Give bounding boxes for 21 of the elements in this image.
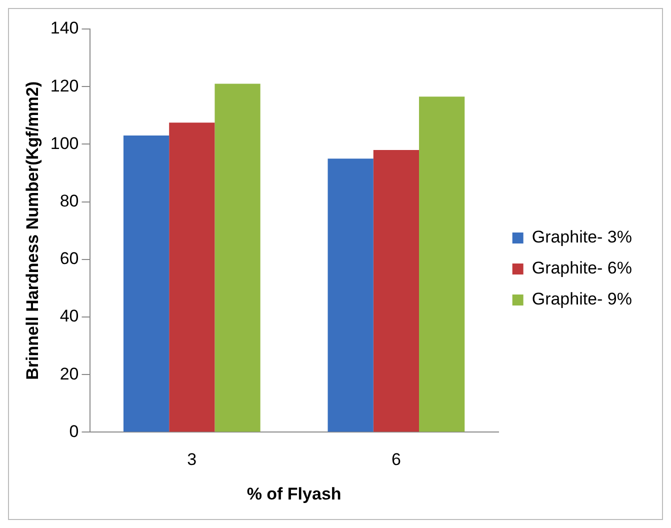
y-tick-label: 100 <box>50 134 79 153</box>
x-tick-label: 3 <box>187 450 197 470</box>
legend-label: Graphite- 9% <box>532 290 632 309</box>
bar <box>373 150 420 432</box>
y-tick-label: 0 <box>69 422 79 441</box>
y-tick-label: 20 <box>60 364 79 384</box>
y-tick-label: 140 <box>50 18 79 38</box>
bar <box>328 158 374 432</box>
y-tick-label: 60 <box>60 249 79 268</box>
bar <box>169 122 215 432</box>
y-tick-label: 120 <box>50 76 79 96</box>
legend-label: Graphite- 3% <box>532 228 632 247</box>
legend-label: Graphite- 6% <box>532 258 632 278</box>
bar <box>419 96 465 432</box>
y-tick-label: 40 <box>60 306 79 326</box>
y-axis-title: Brinnell Hardness Number(Kgf/mm2) <box>22 81 42 380</box>
bar <box>123 136 170 432</box>
x-axis-title: % of Flyash <box>246 484 342 504</box>
x-tick-label: 6 <box>391 450 401 470</box>
bar <box>214 84 260 432</box>
y-tick-label: 80 <box>60 191 79 210</box>
